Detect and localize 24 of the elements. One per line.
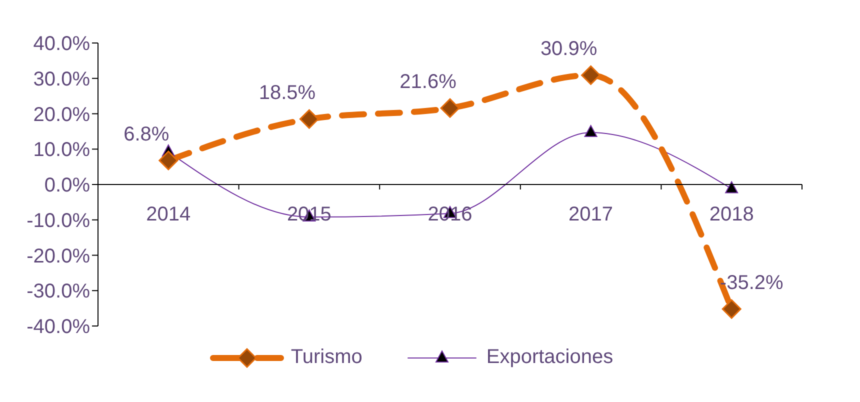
y-tick-label: 10.0% — [33, 139, 90, 162]
legend-label: Turismo — [290, 346, 362, 369]
y-tick-label: -10.0% — [26, 210, 90, 232]
data-label: 18.5% — [258, 82, 316, 104]
point — [158, 150, 178, 170]
y-tick-label: -40.0% — [26, 316, 90, 338]
y-tick-label: 20.0% — [33, 104, 90, 126]
data-label: 30.9% — [540, 38, 598, 60]
x-tick-label: 2014 — [146, 204, 191, 226]
x-tick-label: 2017 — [568, 204, 614, 226]
y-tick-label: 0.0% — [44, 174, 90, 197]
x-tick-label: 2018 — [709, 204, 754, 226]
point — [440, 98, 460, 118]
y-tick-label: 40.0% — [33, 33, 90, 56]
data-label: 21.6% — [400, 71, 457, 94]
point — [581, 65, 601, 85]
point — [725, 181, 738, 194]
y-tick-label: -20.0% — [26, 245, 90, 268]
point — [299, 109, 319, 129]
data-label: 6.8% — [124, 123, 170, 146]
y-tick-label: 30.0% — [33, 68, 90, 90]
y-tick-label: -30.0% — [26, 280, 90, 303]
legend-label: Exportaciones — [486, 346, 614, 369]
point — [584, 125, 598, 137]
